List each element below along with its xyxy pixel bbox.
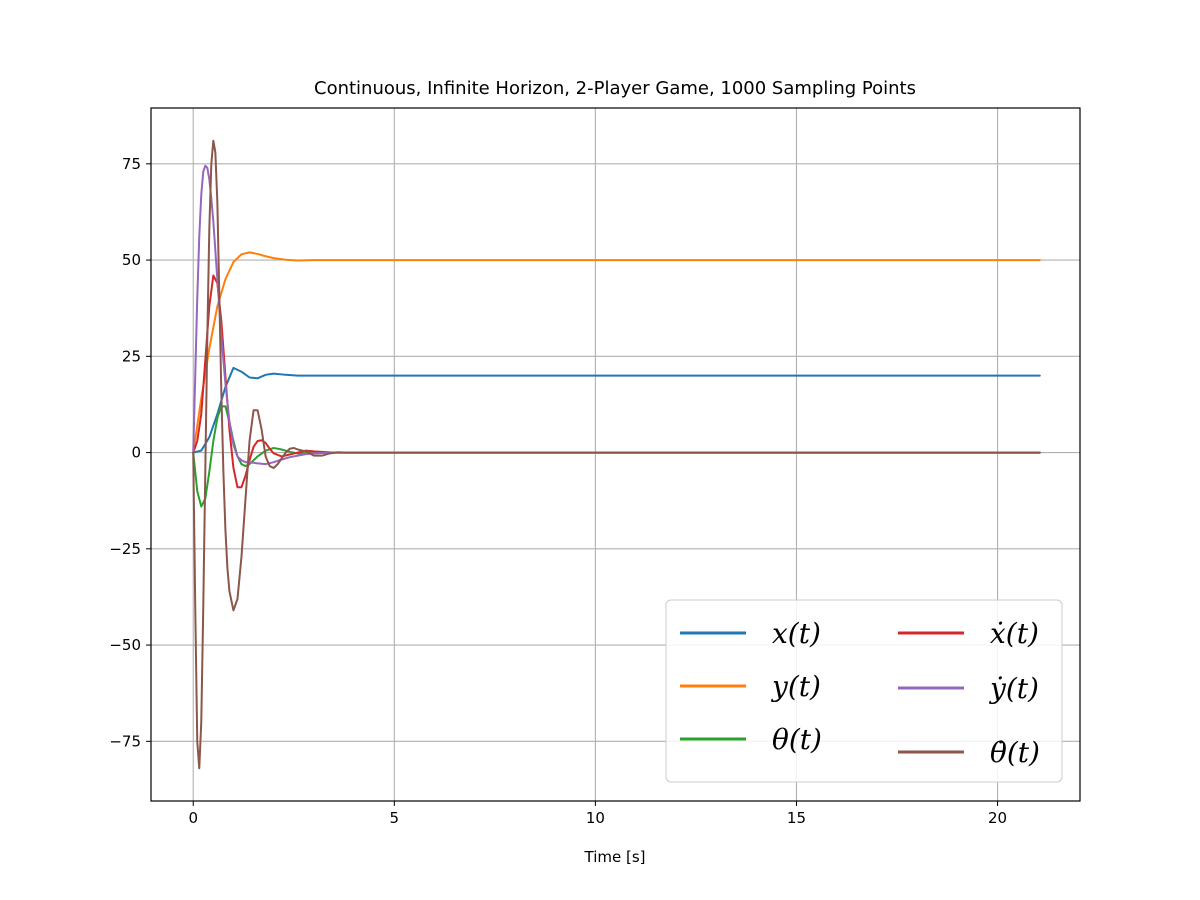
- y-tick-label: −50: [109, 636, 141, 654]
- plot-frame: [150, 107, 1081, 802]
- legend-label-3: ẋ(t): [990, 617, 1039, 650]
- y-tick-label: 0: [131, 444, 141, 462]
- legend-label-4: ẏ(t): [988, 672, 1039, 705]
- x-axis-label: Time [s]: [584, 848, 646, 866]
- x-tick-label: 10: [586, 809, 605, 827]
- legend-label-5: θ̇(t): [990, 736, 1040, 769]
- y-tick-label: 75: [122, 155, 141, 173]
- legend-label-0: x(t): [772, 617, 821, 650]
- series-line-0: [192, 366, 1041, 454]
- y-tick-label: −25: [109, 540, 141, 558]
- legend-box: [665, 599, 1063, 783]
- y-tick-label: −75: [109, 732, 141, 750]
- series-line-5: [192, 139, 1041, 770]
- series-line-4: [192, 164, 1041, 466]
- series-group: [192, 139, 1041, 770]
- series-line-1: [192, 251, 1041, 454]
- x-tick-label: 15: [787, 809, 806, 827]
- y-tick-label: 50: [122, 251, 141, 269]
- legend: x(t) y(t) θ(t) ẋ(t) ẏ(t) θ̇(t): [665, 599, 1063, 783]
- y-tick-label: 25: [122, 347, 141, 365]
- series-line-2: [192, 405, 1041, 508]
- tick-group: 0 5 10 15 20 −75 −50 −25 0 25 50 75: [109, 155, 1007, 827]
- x-tick-label: 0: [188, 809, 198, 827]
- legend-label-1: y(t): [770, 670, 821, 703]
- x-tick-label: 20: [988, 809, 1007, 827]
- x-tick-label: 5: [390, 809, 400, 827]
- legend-label-2: θ(t): [772, 723, 822, 756]
- chart-title: Continuous, Infinite Horizon, 2-Player G…: [314, 78, 916, 99]
- series-line-3: [192, 274, 1041, 489]
